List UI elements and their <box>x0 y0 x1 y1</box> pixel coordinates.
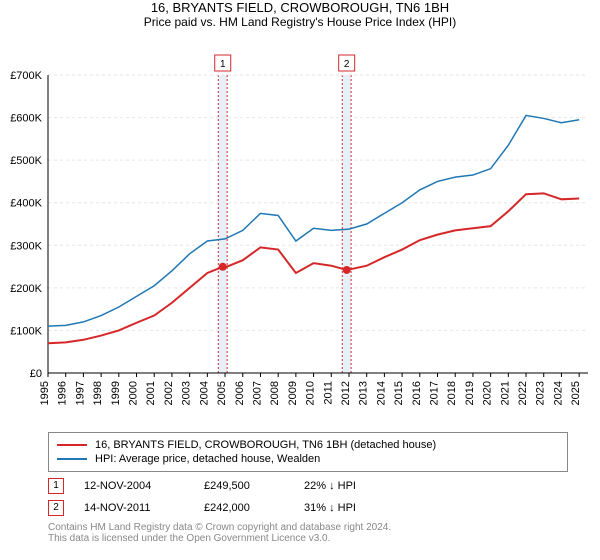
svg-text:2012: 2012 <box>340 381 352 405</box>
event-row: 2 14-NOV-2011 £242,000 31% ↓ HPI <box>48 500 568 516</box>
svg-text:2001: 2001 <box>145 381 157 405</box>
svg-text:2004: 2004 <box>198 381 210 405</box>
svg-text:2007: 2007 <box>251 381 263 405</box>
svg-text:2021: 2021 <box>499 381 511 405</box>
svg-text:1997: 1997 <box>74 381 86 405</box>
svg-text:2019: 2019 <box>464 381 476 405</box>
svg-text:2018: 2018 <box>446 381 458 405</box>
footnote-line: Contains HM Land Registry data © Crown c… <box>48 522 568 533</box>
svg-text:£200K: £200K <box>10 283 42 295</box>
svg-text:1995: 1995 <box>39 381 51 405</box>
page-title: 16, BRYANTS FIELD, CROWBOROUGH, TN6 1BH <box>0 0 600 15</box>
chart-svg: £0 £100K £200K £300K £400K £500K £600K £700K 199… <box>0 33 600 421</box>
chart-legend: 16, BRYANTS FIELD, CROWBOROUGH, TN6 1BH … <box>48 432 568 472</box>
svg-text:1998: 1998 <box>92 381 104 405</box>
svg-text:£0: £0 <box>30 368 42 380</box>
svg-text:2: 2 <box>344 59 350 70</box>
event-pct: 31% ↓ HPI <box>304 502 424 514</box>
legend-label: HPI: Average price, detached house, Weal… <box>95 453 320 465</box>
event-price: £249,500 <box>204 480 284 492</box>
sale-events: 1 12-NOV-2004 £249,500 22% ↓ HPI 2 14-NO… <box>48 478 568 516</box>
svg-text:2016: 2016 <box>411 381 423 405</box>
event-marker-2: 2 <box>48 500 64 516</box>
svg-text:2013: 2013 <box>358 381 370 405</box>
svg-text:£600K: £600K <box>10 113 42 125</box>
svg-text:2000: 2000 <box>128 381 140 405</box>
legend-swatch-hpi <box>57 458 87 460</box>
svg-text:1996: 1996 <box>57 381 69 405</box>
svg-text:2017: 2017 <box>429 381 441 405</box>
svg-text:2023: 2023 <box>535 381 547 405</box>
svg-text:2020: 2020 <box>482 381 494 405</box>
svg-text:£700K: £700K <box>10 70 42 82</box>
svg-text:£500K: £500K <box>10 155 42 167</box>
footnote: Contains HM Land Registry data © Crown c… <box>48 522 568 544</box>
page-subtitle: Price paid vs. HM Land Registry's House … <box>0 15 600 29</box>
svg-text:2014: 2014 <box>375 381 387 405</box>
svg-text:1999: 1999 <box>110 381 122 405</box>
svg-text:2022: 2022 <box>517 381 529 405</box>
svg-text:2025: 2025 <box>570 381 582 405</box>
svg-text:£300K: £300K <box>10 240 42 252</box>
legend-row: HPI: Average price, detached house, Weal… <box>57 453 559 465</box>
svg-text:2009: 2009 <box>287 381 299 405</box>
svg-text:2005: 2005 <box>216 381 228 405</box>
svg-text:£100K: £100K <box>10 325 42 337</box>
svg-text:2024: 2024 <box>552 381 564 405</box>
event-row: 1 12-NOV-2004 £249,500 22% ↓ HPI <box>48 478 568 494</box>
svg-text:2015: 2015 <box>393 381 405 405</box>
svg-text:2010: 2010 <box>305 381 317 405</box>
svg-text:2003: 2003 <box>181 381 193 405</box>
svg-text:1: 1 <box>220 59 226 70</box>
legend-swatch-subject <box>57 444 87 446</box>
svg-text:2008: 2008 <box>269 381 281 405</box>
event-price: £242,000 <box>204 502 284 514</box>
svg-text:2002: 2002 <box>163 381 175 405</box>
event-date: 14-NOV-2011 <box>84 502 184 514</box>
svg-text:£400K: £400K <box>10 198 42 210</box>
event-marker-1: 1 <box>48 478 64 494</box>
legend-label: 16, BRYANTS FIELD, CROWBOROUGH, TN6 1BH … <box>95 439 436 451</box>
footnote-line: This data is licensed under the Open Gov… <box>48 533 568 544</box>
svg-text:2006: 2006 <box>234 381 246 405</box>
event-date: 12-NOV-2004 <box>84 480 184 492</box>
svg-text:2011: 2011 <box>322 381 334 405</box>
price-chart: £0 £100K £200K £300K £400K £500K £600K £700K 199… <box>0 33 600 426</box>
legend-row: 16, BRYANTS FIELD, CROWBOROUGH, TN6 1BH … <box>57 439 559 451</box>
event-pct: 22% ↓ HPI <box>304 480 424 492</box>
